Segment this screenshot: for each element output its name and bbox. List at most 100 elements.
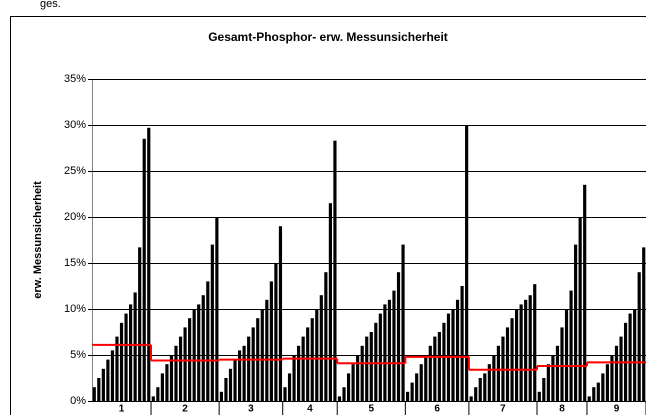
bar <box>406 391 410 401</box>
bar <box>333 140 337 401</box>
bar <box>633 309 637 401</box>
bar <box>537 391 541 401</box>
x-tick-label: 5 <box>368 404 374 415</box>
x-tick-label: 1 <box>119 404 125 415</box>
bar <box>478 378 482 401</box>
bar <box>569 290 573 401</box>
bar <box>610 355 614 401</box>
y-tick-label: 25% <box>64 165 86 177</box>
bar <box>424 355 428 401</box>
bar <box>369 332 373 401</box>
bar <box>119 322 124 401</box>
y-tick-label: 30% <box>64 119 86 131</box>
bar <box>583 184 587 401</box>
y-tick-label: 10% <box>64 303 86 315</box>
bar <box>169 355 174 401</box>
bar <box>605 364 609 401</box>
bar <box>560 327 564 401</box>
x-tick-label: 7 <box>500 404 506 415</box>
y-tick-label: 5% <box>70 349 86 361</box>
bar <box>642 247 646 401</box>
bar <box>510 318 514 401</box>
bar <box>165 364 169 401</box>
bar <box>505 327 510 401</box>
bar <box>101 368 105 401</box>
bar <box>201 295 205 401</box>
bar <box>451 309 455 401</box>
bar <box>574 244 578 401</box>
bar <box>242 345 246 401</box>
bar <box>619 336 623 401</box>
bar <box>178 336 183 401</box>
bar <box>274 263 278 401</box>
x-tick-label: 4 <box>307 404 313 415</box>
y-tick-label: 20% <box>64 211 86 223</box>
bar <box>542 378 546 401</box>
bar <box>106 359 110 401</box>
bar <box>337 396 342 401</box>
bar <box>215 217 219 401</box>
bar <box>524 299 528 401</box>
bar <box>319 295 323 401</box>
bar <box>378 313 382 401</box>
bar <box>628 313 632 401</box>
bar <box>374 322 378 401</box>
bar <box>351 364 355 401</box>
bar <box>383 304 387 401</box>
bar <box>455 299 460 401</box>
bar <box>564 309 569 401</box>
bar <box>592 387 596 401</box>
x-tick-label: 3 <box>248 404 254 415</box>
bar <box>492 355 496 401</box>
x-tick-label: 8 <box>559 404 565 415</box>
bar <box>138 247 142 401</box>
x-tick-label: 6 <box>434 404 440 415</box>
bar <box>283 387 287 401</box>
bar <box>533 284 537 401</box>
bar <box>365 336 369 401</box>
bar <box>360 345 364 401</box>
y-axis-label: erw. Messunsicherheit <box>32 181 44 299</box>
bar <box>306 327 310 401</box>
bar <box>342 387 346 401</box>
bar <box>396 272 401 401</box>
bar <box>387 299 392 401</box>
bar <box>197 304 201 401</box>
bar <box>356 355 360 401</box>
bar <box>151 396 155 401</box>
bar <box>133 292 137 401</box>
bar <box>247 336 251 401</box>
bar <box>637 272 641 401</box>
bar <box>228 368 233 401</box>
bar <box>174 345 178 401</box>
bar <box>129 304 133 401</box>
bar <box>328 203 332 401</box>
bar <box>160 373 164 401</box>
bar <box>460 286 464 401</box>
bar <box>442 322 446 401</box>
bar <box>206 281 210 401</box>
bar <box>124 313 128 401</box>
bar <box>192 309 196 401</box>
bar <box>346 373 351 401</box>
bar <box>474 387 478 401</box>
bar <box>496 345 501 401</box>
bar <box>433 336 437 401</box>
bar <box>578 217 582 401</box>
bar <box>487 364 491 401</box>
bar <box>110 350 115 401</box>
bar <box>555 345 560 401</box>
bar <box>297 345 301 401</box>
bar <box>465 125 469 401</box>
bar <box>278 226 283 401</box>
bar <box>519 304 523 401</box>
bar <box>224 378 228 401</box>
bar <box>301 336 305 401</box>
bar <box>287 373 292 401</box>
bar <box>437 332 441 401</box>
bar <box>92 387 96 401</box>
y-tick-label: 35% <box>64 73 86 85</box>
bar <box>260 309 264 401</box>
bar <box>551 355 555 401</box>
